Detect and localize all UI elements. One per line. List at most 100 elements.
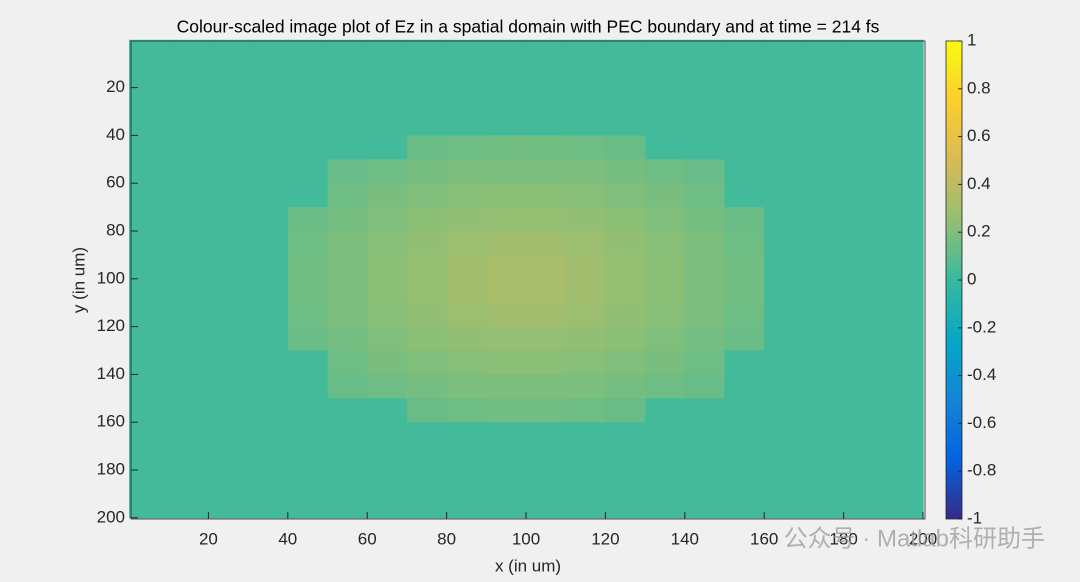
cell [684, 326, 726, 352]
cell [287, 159, 329, 184]
cell [486, 446, 527, 471]
cell [208, 350, 249, 376]
cell [287, 374, 329, 399]
cell [287, 470, 329, 495]
cell [526, 374, 567, 399]
cell [724, 422, 765, 447]
x-tick-label: 40 [278, 529, 297, 548]
cell [406, 398, 448, 423]
x-tick-label: 180 [829, 529, 857, 548]
cell [327, 446, 368, 471]
cell [168, 39, 210, 65]
cell [208, 278, 249, 304]
y-tick-label: 180 [97, 459, 125, 478]
cell [248, 254, 289, 280]
cell [287, 135, 329, 160]
cell [645, 207, 686, 232]
cell [645, 254, 686, 280]
cell [565, 470, 607, 495]
cell [724, 302, 765, 328]
cell [367, 493, 408, 519]
cell [605, 493, 646, 519]
cell [684, 159, 726, 184]
cell [208, 326, 249, 352]
cell [208, 63, 249, 89]
cell [129, 326, 170, 352]
cell [248, 63, 289, 89]
cell [803, 302, 845, 328]
cell [446, 350, 487, 376]
cell [526, 63, 567, 89]
cell [367, 111, 408, 137]
cell [486, 374, 527, 399]
cell [327, 374, 368, 399]
cell [565, 302, 607, 328]
cell [208, 207, 249, 232]
y-tick-label: 20 [106, 77, 125, 96]
cell [883, 326, 924, 352]
cell [565, 398, 607, 423]
cell [168, 278, 210, 304]
cell [208, 183, 249, 208]
cell [684, 135, 726, 160]
cell [803, 254, 845, 280]
cell [367, 207, 408, 232]
cell [367, 470, 408, 495]
cell [367, 183, 408, 208]
colorbar-tick-label: 0.2 [967, 222, 991, 241]
cell [724, 446, 765, 471]
cell [645, 135, 686, 160]
cell [843, 87, 884, 113]
cell [645, 111, 686, 137]
cell [327, 350, 368, 376]
cell [764, 135, 805, 160]
cell [803, 398, 845, 423]
cell [565, 183, 607, 208]
cell [605, 422, 646, 447]
cell [406, 87, 448, 113]
cell [446, 87, 487, 113]
cell [645, 159, 686, 184]
cell [446, 446, 487, 471]
cell [526, 422, 567, 447]
cell [486, 422, 527, 447]
cell [605, 135, 646, 160]
cell [724, 183, 765, 208]
cell [168, 470, 210, 495]
cell [168, 63, 210, 89]
cell [168, 422, 210, 447]
cell [605, 398, 646, 423]
cell [129, 63, 170, 89]
cell [287, 63, 329, 89]
cell [724, 254, 765, 280]
cell [208, 398, 249, 423]
cell [406, 302, 448, 328]
cell [645, 374, 686, 399]
cell [168, 374, 210, 399]
cell [565, 63, 607, 89]
cell [764, 374, 805, 399]
cell [406, 254, 448, 280]
cell [168, 87, 210, 113]
cell [367, 350, 408, 376]
cell [406, 183, 448, 208]
cell [565, 135, 607, 160]
cell [843, 470, 884, 495]
cell [565, 111, 607, 137]
cell [129, 422, 170, 447]
cell [248, 493, 289, 519]
cell [406, 278, 448, 304]
cell [446, 374, 487, 399]
cell [526, 111, 567, 137]
cell [565, 39, 607, 65]
cell [208, 87, 249, 113]
cell [883, 398, 924, 423]
cell [287, 278, 329, 304]
cell [446, 493, 487, 519]
cell [883, 493, 924, 519]
cell [208, 231, 249, 256]
cell [684, 63, 726, 89]
cell [287, 422, 329, 447]
cell [406, 446, 448, 471]
cell [129, 398, 170, 423]
